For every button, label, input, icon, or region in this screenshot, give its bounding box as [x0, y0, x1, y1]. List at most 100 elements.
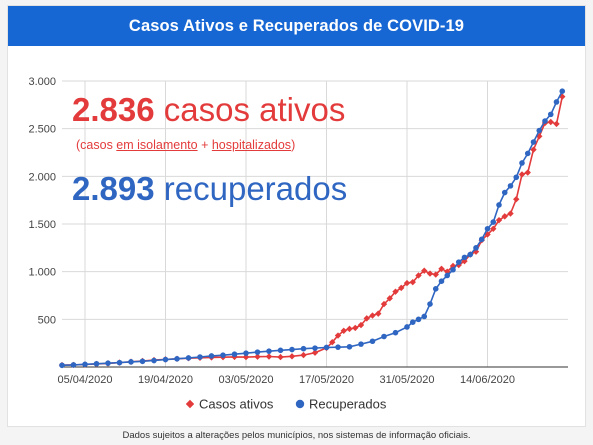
data-point-active — [398, 284, 405, 292]
data-point-recovered — [381, 333, 387, 340]
data-point-active — [288, 353, 296, 360]
data-point-recovered — [185, 355, 192, 361]
data-point-active — [421, 267, 428, 274]
data-point-active — [426, 270, 434, 277]
data-point-recovered — [490, 219, 497, 225]
data-point-active — [472, 248, 480, 255]
data-point-recovered — [254, 349, 261, 355]
note-close: ) — [291, 138, 296, 152]
data-point-recovered — [496, 202, 502, 208]
data-point-active — [334, 332, 342, 339]
data-point-active — [524, 169, 531, 176]
data-point-recovered — [93, 360, 100, 367]
data-point-recovered — [473, 245, 479, 251]
data-point-recovered — [455, 259, 462, 265]
data-point-recovered — [105, 360, 111, 366]
chart-title: Casos Ativos e Recuperados de COVID-19 — [8, 6, 585, 46]
data-point-active — [507, 210, 514, 217]
data-point-recovered — [128, 359, 134, 365]
data-point-active — [329, 339, 336, 346]
data-point-active — [346, 325, 353, 333]
note-open: (casos — [76, 138, 117, 152]
data-point-recovered — [536, 127, 543, 134]
data-point-recovered — [547, 111, 554, 118]
data-point-recovered — [409, 319, 416, 325]
note-isolation: em isolamento — [116, 138, 198, 152]
data-point-recovered — [553, 99, 560, 105]
x-tick-label: 14/06/2020 — [460, 374, 515, 386]
legend-label: Casos ativos — [199, 397, 274, 412]
recovered-number: 2.893 — [72, 170, 155, 207]
data-point-recovered — [438, 278, 445, 285]
data-point-recovered — [421, 313, 428, 320]
legend-marker-diamond — [185, 399, 195, 409]
data-point-recovered — [82, 361, 88, 368]
note-hospitalized: hospitalizados — [211, 138, 292, 152]
data-point-active — [547, 118, 554, 126]
data-point-active — [495, 216, 503, 224]
x-tick-label: 17/05/2020 — [299, 374, 354, 386]
data-point-recovered — [162, 356, 169, 363]
data-point-recovered — [151, 357, 157, 364]
data-point-recovered — [312, 345, 318, 351]
legend-label: Recuperados — [309, 397, 387, 412]
data-point-recovered — [432, 286, 439, 292]
data-point-active — [392, 288, 399, 295]
data-point-recovered — [507, 183, 514, 189]
data-point-recovered — [530, 139, 537, 145]
data-point-recovered — [243, 350, 249, 356]
data-point-active — [265, 353, 273, 360]
data-point-active — [311, 349, 319, 356]
y-tick-label: 2.000 — [28, 171, 56, 183]
data-point-recovered — [174, 356, 180, 362]
data-point-recovered — [220, 352, 226, 358]
data-point-recovered — [467, 251, 474, 258]
data-point-recovered — [524, 150, 531, 157]
data-point-active — [438, 265, 445, 273]
data-point-active — [369, 312, 376, 319]
data-point-active — [484, 231, 491, 238]
data-point-active — [254, 353, 261, 360]
data-point-recovered — [415, 316, 422, 323]
data-point-recovered — [277, 347, 284, 354]
series-line-recuperados — [61, 90, 564, 367]
data-point-recovered — [484, 225, 491, 232]
data-point-recovered — [300, 345, 307, 352]
y-tick-label: 1.000 — [28, 267, 56, 279]
data-point-active — [357, 321, 365, 329]
data-point-recovered — [519, 160, 525, 166]
data-point-active — [375, 310, 382, 317]
data-point-active — [403, 279, 411, 287]
data-point-active — [415, 272, 422, 279]
data-point-recovered — [346, 343, 353, 350]
y-tick-label: 500 — [38, 314, 56, 326]
data-point-recovered — [116, 359, 123, 366]
x-tick-label: 31/05/2020 — [379, 374, 434, 386]
data-point-active — [340, 327, 347, 334]
x-tick-label: 03/05/2020 — [218, 374, 273, 386]
data-point-recovered — [450, 266, 456, 273]
data-point-active — [501, 213, 508, 220]
data-point-recovered — [323, 344, 330, 351]
recovered-callout: 2.893 recuperados — [72, 172, 347, 205]
data-point-active — [490, 225, 497, 232]
data-point-recovered — [513, 174, 520, 181]
data-point-active — [386, 295, 393, 302]
data-point-active — [518, 171, 526, 178]
x-tick-label: 19/04/2020 — [138, 374, 193, 386]
active-cases-callout: 2.836 casos ativos — [72, 93, 345, 126]
data-point-recovered — [461, 254, 468, 261]
data-point-recovered — [358, 341, 364, 347]
data-point-recovered — [289, 346, 295, 353]
data-point-recovered — [404, 324, 410, 330]
y-tick-label: 2.500 — [28, 124, 56, 136]
data-point-recovered — [231, 351, 238, 358]
data-point-recovered — [444, 272, 451, 279]
data-point-active — [363, 315, 370, 322]
x-tick-label: 05/04/2020 — [57, 374, 112, 386]
active-cases-note: (casos em isolamento + hospitalizados) — [76, 138, 295, 152]
data-point-recovered — [478, 236, 485, 243]
y-tick-label: 3.000 — [28, 76, 56, 88]
data-point-recovered — [392, 329, 399, 336]
